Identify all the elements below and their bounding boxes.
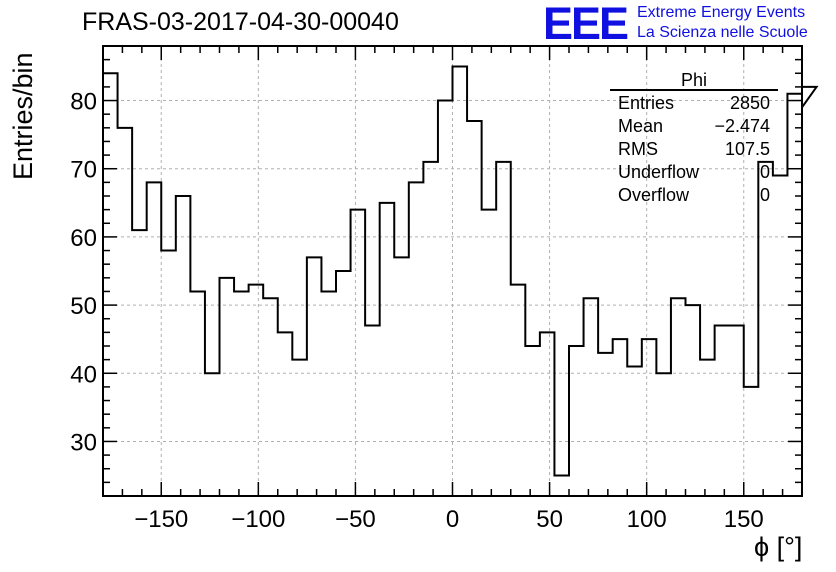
stat-value: 0 [759,185,770,205]
y-tick-label: 80 [70,89,97,116]
y-tick-label: 70 [70,157,97,184]
x-tick-label: 100 [627,506,667,533]
stat-row-underflow: Underflow 0 [618,162,770,184]
x-tick-label: 150 [724,506,764,533]
x-tick-label: −100 [231,506,285,533]
stat-value: 0 [759,162,770,182]
stat-row-rms: RMS 107.5 [618,139,770,161]
axis-ticks [102,45,803,497]
y-tick-label: 50 [70,293,97,320]
stats-box: Phi Entries 2850 Mean −2.474 RMS 107.5 U… [610,70,778,210]
plot-frame [102,45,803,497]
histogram-step-line [103,65,819,477]
stat-label: Mean [618,116,664,136]
logo-caption-line2: La Scienza nelle Scuole [637,24,808,41]
y-tick-label: 30 [70,429,97,456]
stat-label: Underflow [618,162,700,182]
tick-labels: −150 −100 −50 0 50 100 150 30 40 50 60 70 80 [70,89,763,533]
stat-value: −2.474 [714,116,770,136]
logo-caption-line1: Extreme Energy Events [637,4,806,21]
stat-value: 2850 [729,93,770,113]
x-tick-label: 0 [446,506,459,533]
x-axis-label: ϕ [°] [754,532,803,562]
x-tick-label: −150 [134,506,188,533]
y-axis-label: Entries/bin [8,52,38,180]
y-tick-label: 60 [70,225,97,252]
stat-value: 107.5 [724,139,770,159]
stats-title: Phi [680,70,707,90]
y-tick-label: 40 [70,361,97,388]
stat-row-mean: Mean −2.474 [618,116,770,138]
stats-divider [610,89,778,91]
stat-row-overflow: Overflow 0 [618,185,770,207]
run-title: FRAS-03-2017-04-30-00040 [82,8,399,36]
x-tick-label: 50 [536,506,563,533]
eee-logo: EEE [543,0,629,49]
stat-row-entries: Entries 2850 [618,93,770,115]
x-tick-label: −50 [335,506,376,533]
stat-label: RMS [618,139,658,159]
stat-label: Entries [618,93,675,113]
stat-label: Overflow [618,185,690,205]
